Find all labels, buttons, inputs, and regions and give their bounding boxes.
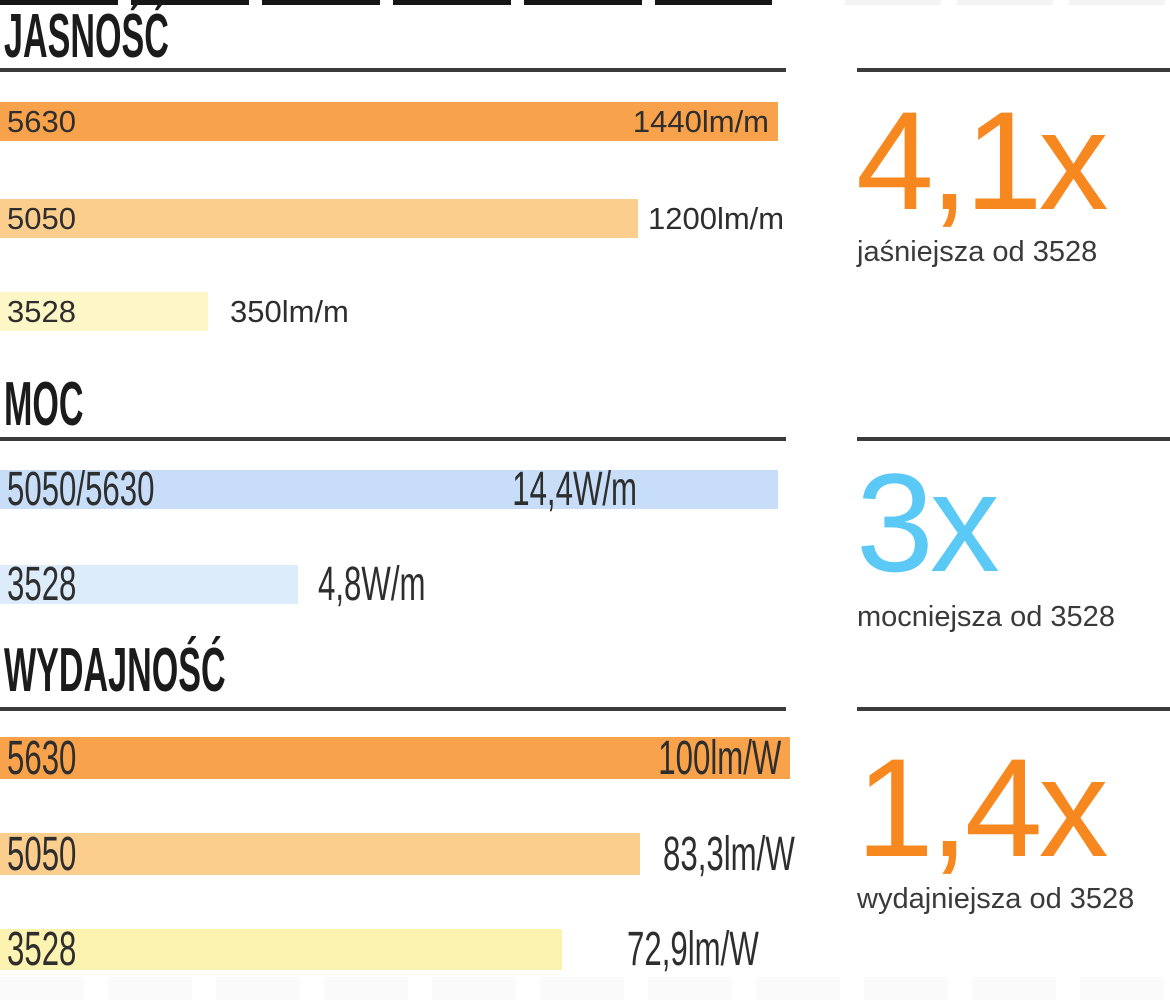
top-crop-strip-right	[845, 0, 1170, 5]
callout-caption-jasnosc: jaśniejsza od 3528	[857, 236, 1098, 268]
callout-rule	[857, 707, 1170, 711]
bar-3528-jasnosc: 3528	[0, 292, 208, 331]
section-rule	[0, 68, 786, 72]
callout-multiplier-moc: 3x	[856, 444, 1000, 601]
bar-label: 5630	[7, 731, 77, 785]
bar-label: 3528	[7, 923, 77, 976]
top-crop-strip-left	[0, 0, 772, 5]
callout-multiplier-jasnosc: 4,1x	[856, 82, 1109, 239]
section-title-text: WYDAJNOŚĆ	[4, 636, 226, 705]
bar-value: 4,8W/m	[318, 558, 426, 611]
bar-label: 5630	[7, 103, 76, 139]
section-rule	[0, 707, 786, 711]
callout-caption-moc: mocniejsza od 3528	[857, 601, 1115, 633]
bar-value: 14,4W/m	[512, 463, 637, 516]
section-title-wydajnosc: WYDAJNOŚĆ	[4, 640, 407, 702]
bar-5050-jasnosc: 5050	[0, 199, 638, 238]
bar-5050-wydajnosc: 5050	[0, 827, 640, 881]
bar-3528-moc: 3528	[0, 558, 298, 611]
bar-5630-wydajnosc: 5630 100lm/W	[0, 731, 790, 785]
bar-label: 3528	[7, 558, 77, 611]
section-title-text: MOC	[4, 370, 84, 439]
bar-label: 5050	[7, 200, 76, 236]
callout-rule	[857, 68, 1170, 72]
bar-5050-5630-moc: 5050/5630 14,4W/m	[0, 463, 778, 516]
bar-value: 1200lm/m	[648, 200, 785, 236]
bar-value: 72,9lm/W	[627, 923, 759, 976]
callout-rule	[857, 437, 1170, 441]
callout-caption-wydajnosc: wydajniejsza od 3528	[857, 883, 1135, 915]
bar-value: 350lm/m	[230, 293, 349, 329]
bar-value: 1440lm/m	[632, 103, 769, 139]
bar-label: 5050	[7, 827, 77, 881]
bar-value: 83,3lm/W	[663, 827, 795, 881]
bar-5630-jasnosc: 5630 1440lm/m	[0, 102, 778, 141]
callout-multiplier-wydajnosc: 1,4x	[856, 729, 1109, 886]
section-title-moc: MOC	[4, 374, 149, 436]
section-title-jasnosc: JASNOŚĆ	[4, 6, 304, 68]
bar-label: 3528	[7, 293, 76, 329]
bar-3528-wydajnosc: 3528	[0, 923, 562, 976]
section-rule	[0, 437, 786, 441]
bar-label: 5050/5630	[7, 463, 155, 516]
section-title-text: JASNOŚĆ	[4, 2, 169, 71]
bottom-crop-strip	[0, 977, 1170, 1000]
bar-value: 100lm/W	[657, 731, 781, 785]
